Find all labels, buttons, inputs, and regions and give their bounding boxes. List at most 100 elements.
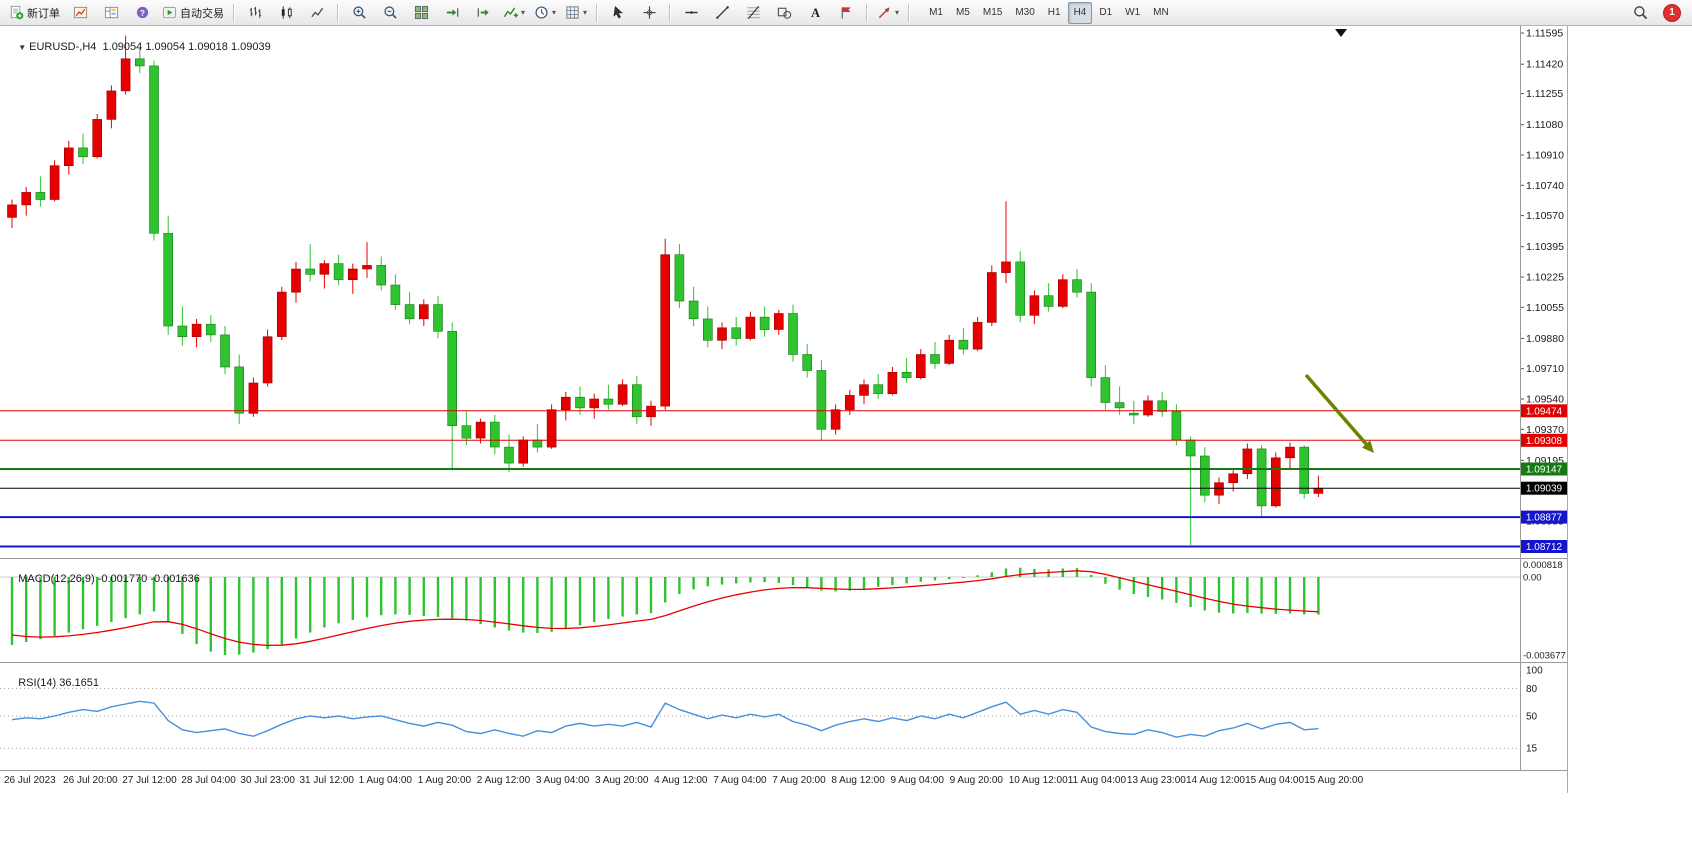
trendline-button[interactable] [707, 1, 737, 24]
timeframe-M5[interactable]: M5 [955, 7, 970, 18]
fibonacci-button[interactable] [738, 1, 768, 24]
price-tag-label: 1.09308 [1526, 436, 1563, 447]
chevron-down-icon: ▾ [552, 7, 557, 17]
price-axis-label: 1.10225 [1526, 272, 1564, 284]
tile-windows-button[interactable] [406, 1, 436, 24]
shift-icon [476, 5, 491, 20]
price-chart[interactable]: 1.11595 1.11420 1.11255 1.11080 1.10910 1.107… [0, 26, 1567, 558]
price-axis-label: 1.11255 [1526, 88, 1563, 100]
time-axis-label: 15 Aug 20:00 [1304, 775, 1364, 786]
indicators-icon [503, 5, 518, 20]
zoom-out-button[interactable] [375, 1, 405, 24]
toolbar-right: 1 [1625, 1, 1687, 24]
trendline-icon [715, 5, 730, 20]
indicators-button[interactable]: ▾ [499, 1, 529, 24]
cursor-icon [611, 5, 626, 20]
price-axis-label: 1.09370 [1526, 424, 1564, 436]
crosshair-button[interactable] [634, 1, 664, 24]
market-watch-button[interactable]: ? [127, 1, 157, 24]
zoom-in-button[interactable] [344, 1, 374, 24]
rsi-line [11, 700, 1319, 738]
rsi-indicator-label: RSI(14) 36.1651 [18, 677, 99, 689]
fibo-icon [746, 5, 761, 20]
price-tag [1521, 510, 1567, 524]
timeframe-H1[interactable]: H1 [1047, 7, 1061, 18]
macd-panel[interactable]: 0.000818 0.00 -0.003677 [0, 558, 1567, 662]
time-axis-label: 8 Aug 12:00 [831, 775, 885, 786]
label-button[interactable] [831, 1, 861, 24]
linechart-icon [310, 5, 325, 20]
horizontal-line-button[interactable] [676, 1, 706, 24]
time-axis: 26 Jul 2023 26 Jul 20:00 27 Jul 12:00 28 Ju… [0, 770, 1567, 793]
new-chart-button[interactable] [65, 1, 95, 24]
arrows-button[interactable]: ▾ [873, 1, 903, 24]
trend-arrow-annotation[interactable] [1304, 373, 1368, 446]
new-order-button[interactable]: 新订单 [5, 1, 64, 24]
periods-button[interactable]: ▾ [530, 1, 560, 24]
shapes-icon [777, 5, 792, 20]
chart-shift-marker[interactable] [1335, 29, 1347, 37]
candles-chart-button[interactable] [271, 1, 301, 24]
price-tag-label: 1.08712 [1526, 542, 1563, 553]
macd-axis-label: 0.000818 [1523, 560, 1563, 571]
arrow-icon [877, 5, 892, 20]
autotrading-button[interactable]: 自动交易 [158, 1, 228, 24]
time-axis-label: 28 Jul 04:00 [181, 775, 236, 786]
rsi-panel[interactable]: 100 80 50 15 [0, 662, 1567, 770]
time-axis-label: 1 Aug 20:00 [417, 775, 472, 786]
time-axis-label: 27 Jul 12:00 [122, 775, 177, 786]
layout-icon [104, 5, 119, 20]
time-axis-label: 26 Jul 20:00 [63, 775, 118, 786]
line-chart-button[interactable] [302, 1, 332, 24]
auto-scroll-button[interactable] [437, 1, 467, 24]
timeframe-M30[interactable]: M30 [1015, 7, 1035, 18]
clock-icon [534, 5, 549, 20]
rsi-axis-label: 15 [1526, 744, 1538, 755]
timeframe-M1[interactable]: M1 [929, 7, 943, 18]
text-button[interactable]: A [800, 1, 830, 24]
time-axis-label: 31 Jul 12:00 [299, 775, 355, 786]
tile-icon [414, 5, 429, 20]
notification-badge[interactable]: 1 [1663, 3, 1681, 22]
time-axis-label: 7 Aug 04:00 [713, 775, 767, 786]
time-axis-label: 9 Aug 20:00 [949, 775, 1003, 786]
rsi-axis-label: 80 [1526, 684, 1538, 695]
toolbar-separator [908, 3, 911, 22]
search-button[interactable] [1625, 1, 1655, 24]
time-axis-label: 30 Jul 23:00 [240, 775, 295, 786]
time-axis-label: 1 Aug 04:00 [358, 775, 412, 786]
timeframe-M15[interactable]: M15 [982, 7, 1003, 18]
svg-text:?: ? [139, 8, 144, 18]
timeframe-MN[interactable]: MN [1153, 7, 1169, 18]
toolbar-separator [669, 3, 672, 22]
price-tag [1521, 481, 1567, 495]
price-tag-label: 1.08877 [1526, 513, 1563, 524]
price-axis-label: 1.09540 [1526, 394, 1564, 406]
macd-axis-label: -0.003677 [1523, 651, 1566, 662]
timeframe-W1[interactable]: W1 [1125, 7, 1141, 18]
svg-text:A: A [811, 6, 820, 20]
shapes-button[interactable] [769, 1, 799, 24]
autotrading-button-label: 自动交易 [180, 7, 224, 20]
price-axis-label: 1.09880 [1526, 333, 1564, 345]
profiles-button[interactable] [96, 1, 126, 24]
toolbar-separator [596, 3, 599, 22]
time-axis-label: 7 Aug 20:00 [772, 775, 826, 786]
cursor-button[interactable] [603, 1, 633, 24]
symbol-dropdown-icon: ▼ [18, 43, 27, 52]
time-axis-label: 9 Aug 04:00 [890, 775, 944, 786]
timeframe-H4[interactable]: H4 [1067, 1, 1093, 24]
macd-values: -0.001770 -0.001636 [97, 573, 200, 585]
rsi-axis-label: 100 [1526, 666, 1543, 677]
price-tag-label: 1.09474 [1526, 406, 1563, 417]
price-axis-label: 1.10395 [1526, 241, 1564, 253]
chart-shift-button[interactable] [468, 1, 498, 24]
bars-chart-button[interactable] [240, 1, 270, 24]
timeframe-D1[interactable]: D1 [1099, 7, 1113, 18]
price-axis-label: 1.10055 [1526, 302, 1564, 314]
symbol-period-label: EURUSD-,H4 [29, 41, 97, 53]
price-tag-label: 1.09039 [1526, 484, 1563, 495]
price-axis-label: 1.09710 [1526, 363, 1564, 375]
main-toolbar: 新订单? 自动交易 ▾ ▾ ▾ A ▾ M1 M5 M15 M30 H1 H4 D1 W1 MN 1 [0, 0, 1692, 26]
templates-button[interactable]: ▾ [561, 1, 591, 24]
